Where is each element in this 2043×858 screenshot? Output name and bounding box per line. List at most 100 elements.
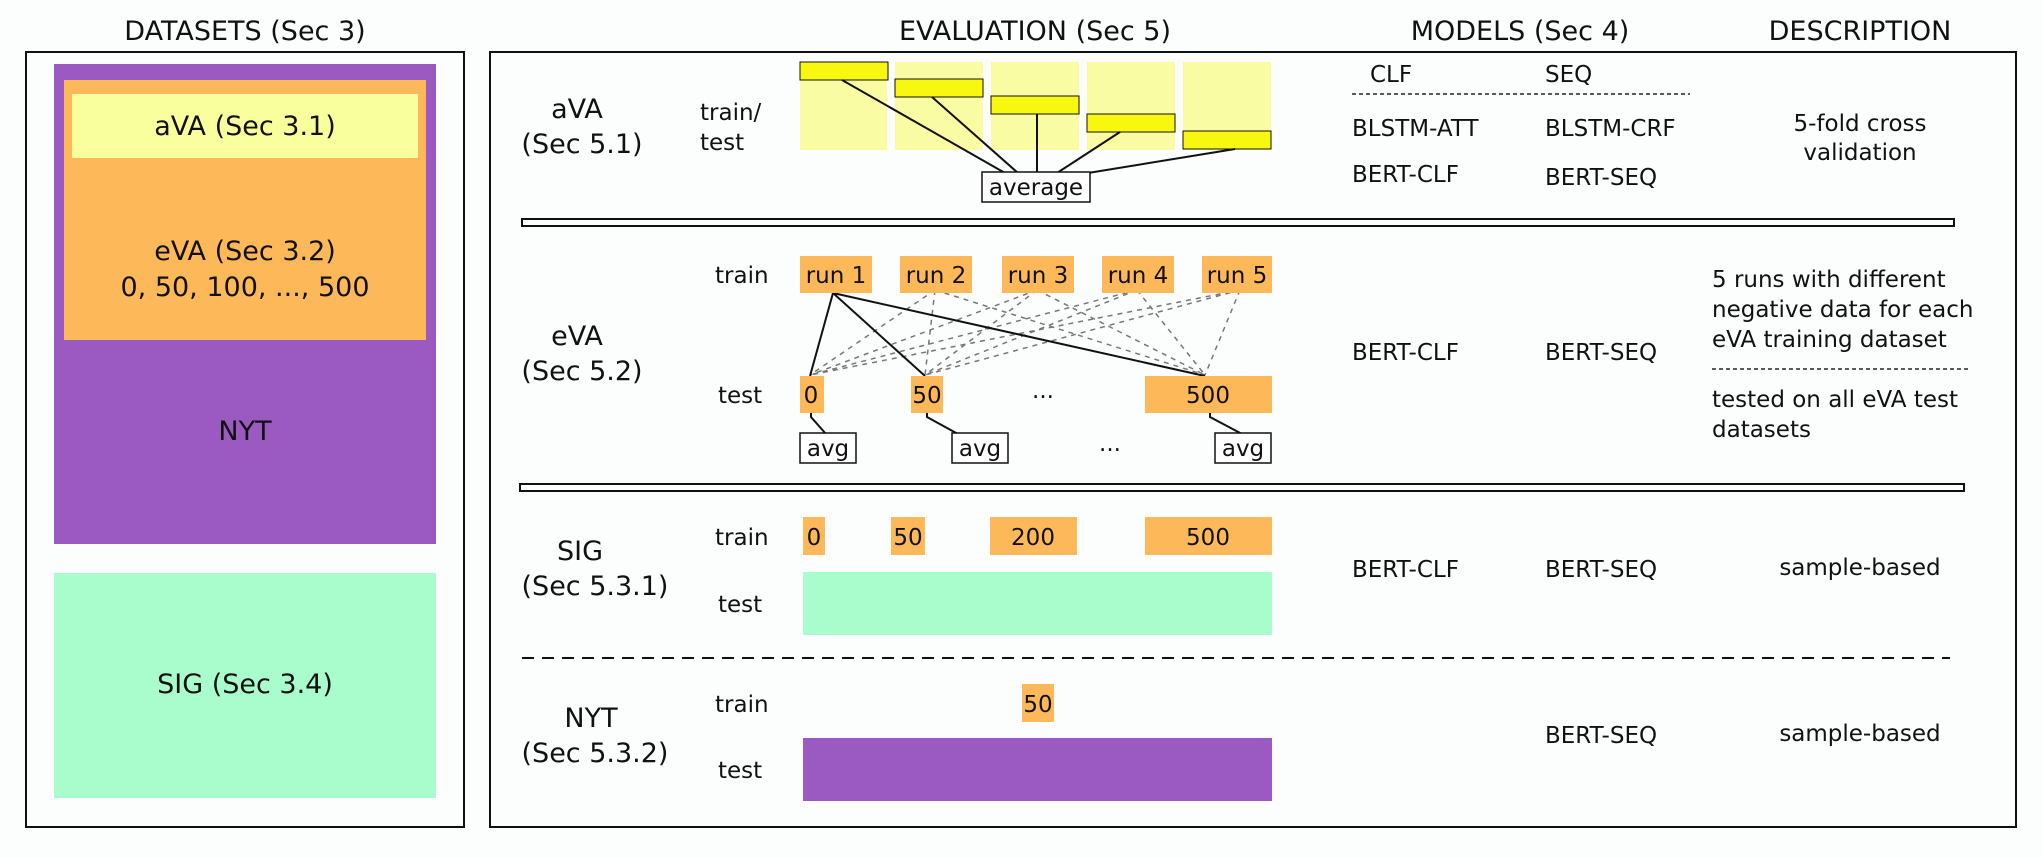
eva-dashed-connectors bbox=[809, 289, 1241, 376]
header-models: MODELS (Sec 4) bbox=[1411, 16, 1630, 47]
sig-dataset-box bbox=[54, 573, 436, 798]
eva-description-line-1: 5 runs with different bbox=[1712, 267, 1946, 293]
nyt-train-50-label: 50 bbox=[1023, 692, 1052, 718]
evaluation-panel bbox=[489, 51, 2017, 828]
eva-run-4 bbox=[1102, 256, 1174, 293]
datasets-panel bbox=[25, 51, 465, 828]
sig-train-50 bbox=[891, 517, 925, 555]
ava-dataset-box bbox=[72, 94, 418, 158]
header-evaluation: EVALUATION (Sec 5) bbox=[899, 16, 1171, 47]
eva-eval-name: eVA bbox=[551, 321, 603, 352]
sig-eval-name: SIG bbox=[557, 536, 603, 567]
eva-test-500 bbox=[1145, 376, 1272, 413]
sig-model-clf: BERT-CLF bbox=[1352, 557, 1459, 583]
ava-test-split-3 bbox=[990, 95, 1080, 115]
ava-average-box bbox=[981, 171, 1091, 203]
eva-avg-label-0: avg bbox=[807, 436, 849, 462]
eva-model-seq: BERT-SEQ bbox=[1545, 340, 1657, 366]
eva-dataset-label: eVA (Sec 3.2) bbox=[154, 236, 336, 267]
ava-model-seq-2: BERT-SEQ bbox=[1545, 165, 1657, 191]
ava-fold-4 bbox=[1087, 62, 1175, 150]
eva-run-2 bbox=[900, 256, 972, 293]
eva-test-50-label: 50 bbox=[912, 383, 941, 409]
eva-description-line-3: eVA training dataset bbox=[1712, 327, 1947, 353]
sig-dataset-label: SIG (Sec 3.4) bbox=[157, 669, 333, 700]
eva-dataset-sizes: 0, 50, 100, ..., 500 bbox=[120, 272, 369, 303]
ava-test-split-4 bbox=[1086, 113, 1176, 133]
eva-test-0 bbox=[800, 376, 824, 413]
ava-eval-name: aVA bbox=[551, 94, 603, 125]
nyt-eval-section: (Sec 5.3.2) bbox=[522, 738, 669, 769]
sig-train-200 bbox=[990, 517, 1077, 555]
eva-run-5-label: run 5 bbox=[1207, 263, 1268, 289]
nyt-dataset-label: NYT bbox=[218, 416, 272, 447]
nyt-train-50 bbox=[1022, 684, 1054, 722]
ava-average-connectors bbox=[841, 79, 1236, 174]
header-datasets: DATASETS (Sec 3) bbox=[124, 16, 365, 47]
ava-model-seq-1: BLSTM-CRF bbox=[1545, 116, 1676, 142]
eva-run-3-label: run 3 bbox=[1008, 263, 1069, 289]
nyt-test-label: test bbox=[718, 758, 762, 784]
section-separator-2 bbox=[519, 483, 1965, 492]
nyt-eval-name: NYT bbox=[564, 703, 618, 734]
eva-run1-connectors bbox=[809, 292, 1206, 377]
nyt-test-box bbox=[803, 738, 1272, 801]
eva-avg-label-500: avg bbox=[1222, 436, 1264, 462]
eva-avg-connectors bbox=[810, 413, 1243, 435]
nyt-model-seq: BERT-SEQ bbox=[1545, 723, 1657, 749]
ava-dataset-label: aVA (Sec 3.1) bbox=[154, 111, 336, 142]
nyt-description: sample-based bbox=[1779, 721, 1940, 747]
ava-fold-2 bbox=[895, 62, 983, 150]
eva-avg-box-500 bbox=[1214, 432, 1272, 464]
sig-train-0 bbox=[803, 517, 825, 555]
eva-description-line-4: tested on all eVA test bbox=[1712, 387, 1958, 413]
eva-test-label: test bbox=[718, 383, 762, 409]
eva-run-1 bbox=[800, 256, 872, 293]
sig-train-200-label: 200 bbox=[1011, 525, 1055, 551]
ava-train-test-label-2: test bbox=[700, 130, 744, 156]
eva-test-ellipsis: ... bbox=[1032, 378, 1054, 404]
eva-test-50 bbox=[911, 376, 943, 413]
eva-avg-label-50: avg bbox=[959, 436, 1001, 462]
sig-description: sample-based bbox=[1779, 555, 1940, 581]
ava-average-label: average bbox=[989, 175, 1083, 201]
sig-train-0-label: 0 bbox=[807, 525, 822, 551]
sig-train-50-label: 50 bbox=[893, 525, 922, 551]
sig-train-label: train bbox=[715, 525, 769, 551]
eva-avg-ellipsis: ... bbox=[1099, 431, 1121, 457]
ava-test-split-5 bbox=[1182, 130, 1272, 150]
eva-run-4-label: run 4 bbox=[1108, 263, 1169, 289]
sig-test-box bbox=[803, 572, 1272, 635]
eva-run-3 bbox=[1002, 256, 1074, 293]
eva-avg-box-0 bbox=[799, 432, 857, 464]
ava-model-clf-1: BLSTM-ATT bbox=[1352, 116, 1479, 142]
ava-model-clf-2: BERT-CLF bbox=[1352, 162, 1459, 188]
sig-test-label: test bbox=[718, 592, 762, 618]
eva-avg-box-50 bbox=[951, 432, 1009, 464]
sig-train-500 bbox=[1145, 517, 1272, 555]
ava-description-line-2: validation bbox=[1803, 140, 1916, 166]
eva-run-1-label: run 1 bbox=[806, 263, 867, 289]
eva-run-2-label: run 2 bbox=[906, 263, 967, 289]
section-separator-1 bbox=[521, 218, 1955, 227]
sig-model-seq: BERT-SEQ bbox=[1545, 557, 1657, 583]
eva-test-500-label: 500 bbox=[1186, 383, 1230, 409]
ava-test-split-2 bbox=[894, 78, 984, 98]
eva-description-line-5: datasets bbox=[1712, 417, 1811, 443]
eva-description-line-2: negative data for each bbox=[1712, 297, 1973, 323]
eva-eval-section: (Sec 5.2) bbox=[521, 356, 642, 387]
ava-train-test-label: train/ bbox=[700, 100, 762, 126]
models-col-seq: SEQ bbox=[1545, 62, 1592, 88]
eva-train-label: train bbox=[715, 263, 769, 289]
ava-eval-section: (Sec 5.1) bbox=[521, 129, 642, 160]
nyt-train-label: train bbox=[715, 692, 769, 718]
models-col-clf: CLF bbox=[1370, 62, 1412, 88]
header-description: DESCRIPTION bbox=[1769, 16, 1952, 47]
eva-run-5 bbox=[1202, 256, 1272, 293]
eva-model-clf: BERT-CLF bbox=[1352, 340, 1459, 366]
eva-test-0-label: 0 bbox=[804, 383, 819, 409]
sig-train-500-label: 500 bbox=[1186, 525, 1230, 551]
ava-test-split-1 bbox=[799, 61, 889, 81]
sig-eval-section: (Sec 5.3.1) bbox=[522, 571, 669, 602]
